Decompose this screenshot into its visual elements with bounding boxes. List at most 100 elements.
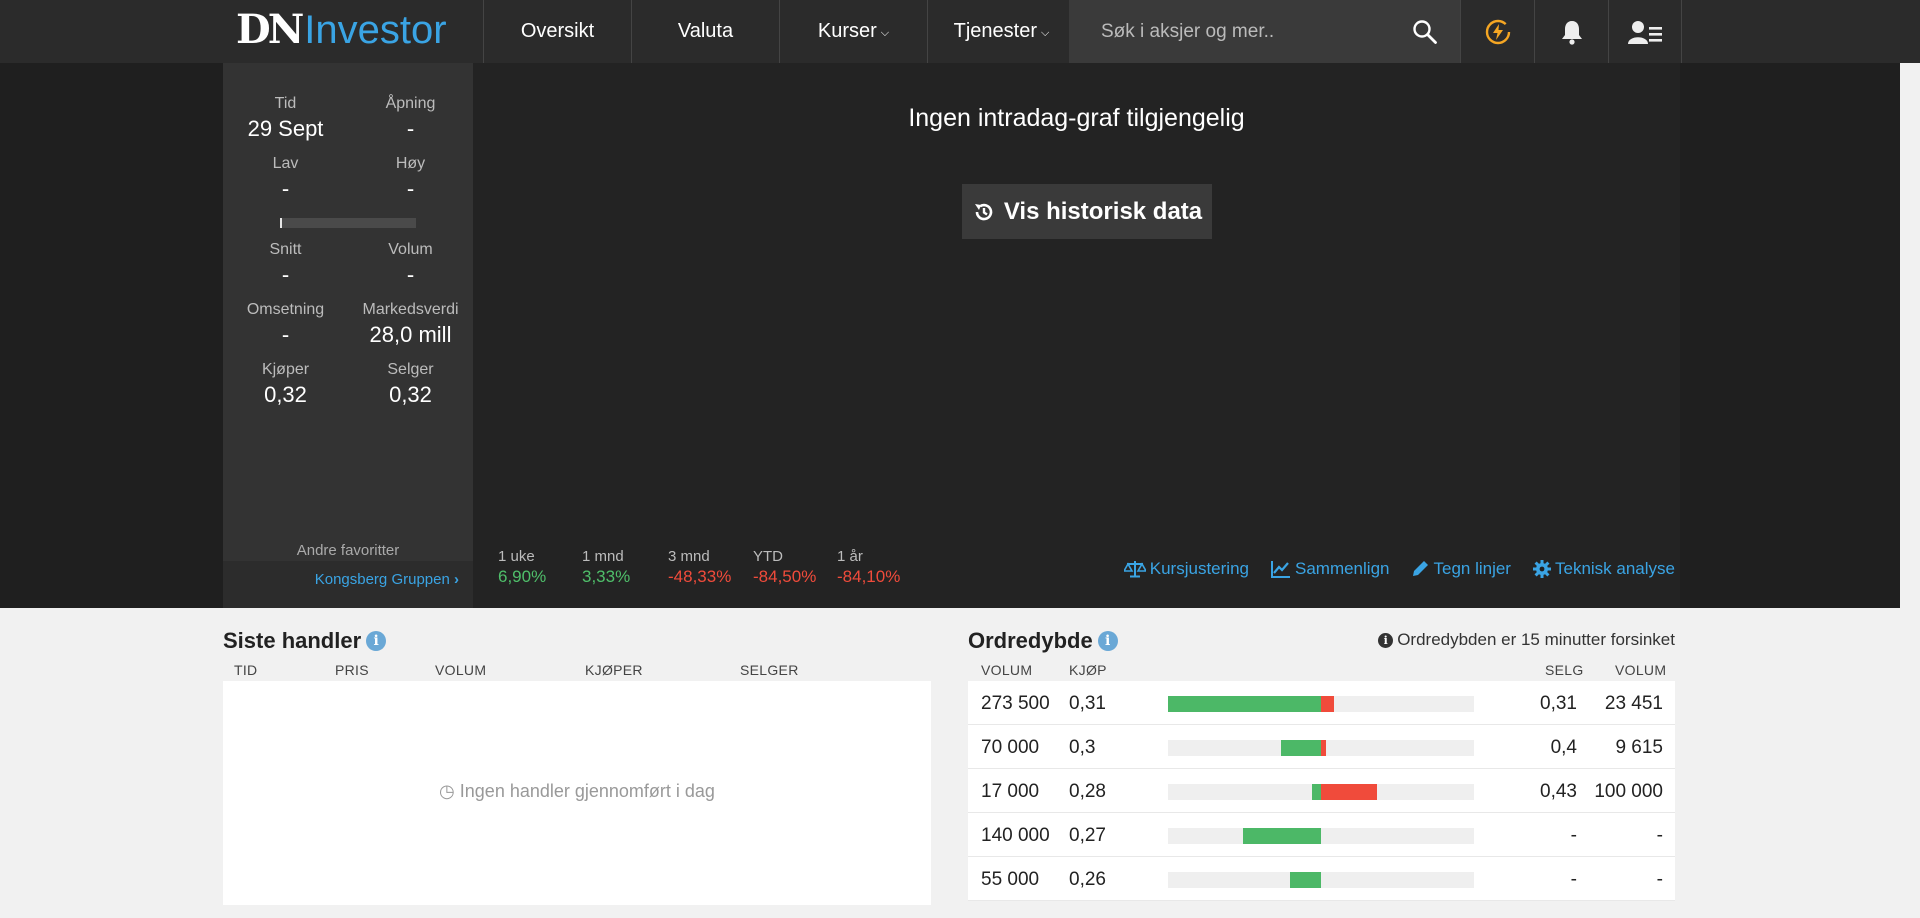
sell-price: 0,4 [1550,737,1577,758]
stat-label: Kjøper [261,361,310,378]
scale-icon [1123,561,1146,578]
trades-col-selger: SELGER [740,662,799,678]
buy-price: 0,26 [1069,869,1106,890]
favorites-label: Andre favoritter [296,542,400,559]
favorite-link-label: Kongsberg Gruppen [314,571,450,588]
buy-price: 0,3 [1069,737,1096,758]
sell-price: - [1570,869,1577,890]
depth-col-selg: SELG [1545,662,1584,678]
logo-dn-text: DN [236,6,304,53]
stat-snitt: Snitt - [223,241,348,288]
info-icon[interactable]: i [1097,631,1118,651]
teknisk-analyse-link[interactable]: Teknisk analyse [1532,559,1675,579]
nav-kurser-label: Kurser [817,20,877,42]
stat-value: - [406,116,415,141]
info-icon[interactable]: i [366,631,387,651]
perf-label: 1 uke [498,548,535,565]
depth-title: Ordredybde i [968,628,1118,654]
stats-panel: Tid 29 Sept Åpning - Lav - Høy - Snitt -… [223,63,473,608]
sell-volume: 9 615 [1615,737,1663,758]
kursjustering-link[interactable]: Kursjustering [1123,559,1249,579]
scrollbar-track[interactable] [1900,63,1920,608]
top-navigation-bar: DN Investor Oversikt Valuta Kurser ⌵ Tjen… [0,0,1920,63]
stat-volum: Volum - [348,241,473,288]
show-history-button[interactable]: Vis historisk data [962,184,1212,239]
line-chart-icon [1270,561,1290,578]
buy-volume: 17 000 [981,781,1040,802]
sell-bar [1321,740,1326,756]
gear-icon [1532,560,1551,578]
day-range-bar [280,218,416,228]
depth-bar [1168,740,1474,756]
perf-1-week: 1 uke 6,90% [498,548,546,587]
perf-label: 1 mnd [582,548,624,565]
nav-tjenester[interactable]: Tjenester ⌵ [927,0,1075,63]
chevron-down-icon: ⌵ [880,26,890,39]
bell-icon [1561,20,1582,45]
sell-volume: 23 451 [1604,693,1663,714]
stat-lav: Lav - [223,155,348,202]
trades-col-volum: VOLUM [435,662,487,678]
stat-kjoper: Kjøper 0,32 [223,361,348,408]
trades-col-pris: PRIS [335,662,369,678]
sammenlign-link[interactable]: Sammenlign [1270,559,1390,579]
nav-oversikt-label: Oversikt [520,20,595,42]
sell-volume: - [1656,825,1663,846]
logo-investor-text: Investor [304,8,447,52]
stat-apning: Åpning - [348,95,473,142]
nav-valuta[interactable]: Valuta [631,0,779,63]
stat-label: Lav [272,155,299,172]
sell-price: 0,31 [1540,693,1577,714]
show-history-label: Vis historisk data [1003,197,1203,225]
stat-selger: Selger 0,32 [348,361,473,408]
perf-1-year: 1 år -84,10% [837,548,900,587]
dn-investor-logo[interactable]: DN Investor [236,6,447,54]
perf-value: -84,50% [753,567,817,586]
depth-bar [1168,872,1474,888]
depth-title-text: Ordredybde [968,628,1093,653]
flash-button[interactable] [1460,0,1534,63]
search-box [1069,0,1460,63]
buy-bar [1168,696,1321,712]
chevron-right-icon: › [454,571,459,588]
depth-col-kjop: KJØP [1069,662,1107,678]
stat-value: - [281,262,290,287]
nav-oversikt[interactable]: Oversikt [483,0,631,63]
trades-title: Siste handler i [223,628,387,654]
notifications-button[interactable] [1534,0,1608,63]
chevron-down-icon: ⌵ [1041,26,1050,39]
buy-volume: 273 500 [981,693,1050,714]
perf-value: 6,90% [498,567,547,586]
order-depth-table: 273 500 0,31 0,31 23 451 70 000 0,3 0,4 9 615 17… [968,681,1675,901]
stat-value: - [406,262,415,287]
depth-bar [1168,828,1474,844]
perf-ytd: YTD -84,50% [753,548,816,587]
nav-valuta-label: Valuta [677,20,734,42]
perf-value: -48,33% [668,567,732,586]
buy-volume: 55 000 [981,869,1040,890]
sell-volume: 100 000 [1594,781,1663,802]
favorite-link[interactable]: Kongsberg Gruppen › [223,561,473,608]
stat-value: - [281,176,290,201]
buy-bar [1312,784,1321,800]
trades-table: ◷ Ingen handler gjennomført i dag [223,681,931,905]
sammenlign-label: Sammenlign [1294,559,1390,578]
perf-value: -84,10% [837,567,901,586]
tegn-linjer-link[interactable]: Tegn linjer [1411,559,1511,579]
search-input[interactable] [1101,20,1401,43]
search-icon[interactable] [1412,19,1438,45]
stat-label: Selger [387,361,434,378]
stat-label: Høy [395,155,426,172]
stat-tid: Tid 29 Sept [223,95,348,142]
nav-kurser[interactable]: Kurser ⌵ [779,0,927,63]
perf-3-month: 3 mnd -48,33% [668,548,731,587]
buy-price: 0,31 [1069,693,1106,714]
trades-empty-message: ◷ Ingen handler gjennomført i dag [223,781,931,802]
stat-label: Volum [388,241,433,258]
tegn-linjer-label: Tegn linjer [1433,559,1511,578]
sell-bar [1321,784,1377,800]
sell-bar [1321,696,1334,712]
sell-price: - [1570,825,1577,846]
user-menu-button[interactable] [1608,0,1682,63]
stat-label: Tid [274,95,297,112]
